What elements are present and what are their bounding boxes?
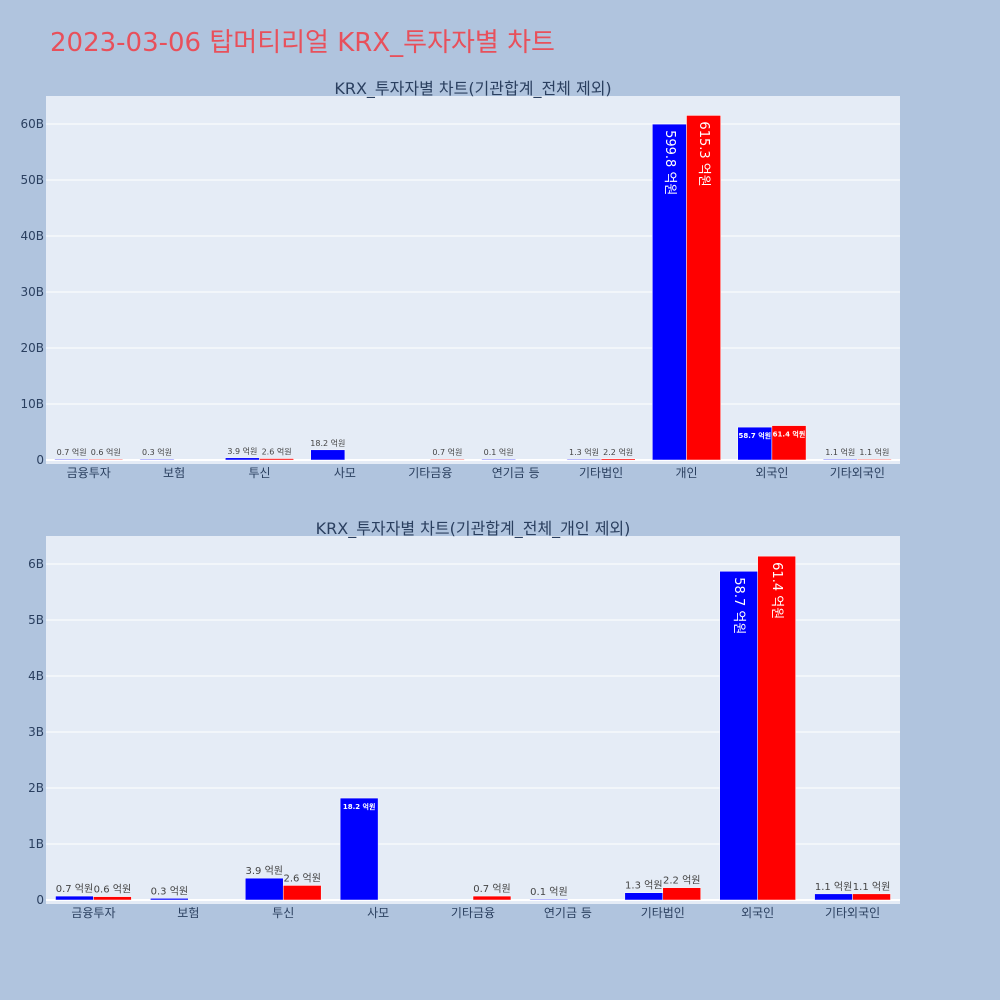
bar-value-label: 0.6 억원 <box>91 447 121 457</box>
bar-buy <box>652 123 687 461</box>
x-tick-label: 기타외국인 <box>830 466 885 480</box>
y-tick-label: 0 <box>36 893 44 907</box>
bar-value-label: 2.2 억원 <box>603 447 633 457</box>
bar-sell <box>662 887 701 901</box>
page-title: 2023-03-06 탑머티리얼 KRX_투자자별 차트 <box>50 28 555 58</box>
bar-value-label: 61.4 억원 <box>773 430 806 439</box>
x-tick-label: 사모 <box>367 906 389 920</box>
bar-sell <box>88 458 124 461</box>
bar-buy <box>310 449 346 461</box>
bar-sell <box>757 555 796 901</box>
bar-sell <box>472 895 512 901</box>
bar-buy <box>822 458 858 461</box>
bar-sell <box>600 458 636 461</box>
x-tick-label: 연기금 등 <box>544 906 592 920</box>
bar-value-label: 0.3 억원 <box>142 447 172 457</box>
bar-value-label: 0.7 억원 <box>57 447 87 457</box>
x-tick-label: 기타법인 <box>579 466 623 480</box>
x-tick-label: 투신 <box>248 466 270 480</box>
x-tick-label: 투신 <box>272 906 294 920</box>
bar-buy <box>339 797 379 901</box>
bar-sell <box>282 885 322 901</box>
y-tick-label: 2B <box>28 781 44 795</box>
bar-buy <box>737 426 773 461</box>
bar-value-label: 18.2 억원 <box>343 802 376 811</box>
bar-sell <box>771 425 807 461</box>
bar-value-label: 1.3 억원 <box>569 447 599 457</box>
y-tick-label: 5B <box>28 613 44 627</box>
bar-value-label: 599.8 억원 <box>662 130 677 195</box>
bar-buy <box>719 571 758 901</box>
bar-buy <box>624 892 664 901</box>
x-tick-label: 개인 <box>675 466 697 480</box>
x-tick-label: 기타법인 <box>641 906 685 920</box>
bar-buy <box>529 898 569 901</box>
bar-value-label: 2.2 억원 <box>663 875 700 887</box>
bar-sell <box>93 896 132 901</box>
bar-buy <box>54 458 89 461</box>
x-tick-label: 보험 <box>177 906 199 920</box>
bar-buy <box>814 893 853 901</box>
bar-buy <box>55 895 94 901</box>
bar-value-label: 0.3 억원 <box>151 885 188 897</box>
bar-value-label: 2.6 억원 <box>262 447 292 457</box>
bar-value-label: 0.6 억원 <box>94 884 131 896</box>
x-tick-label: 사모 <box>334 466 356 480</box>
bar-value-label: 0.7 억원 <box>56 883 93 895</box>
x-tick-label: 연기금 등 <box>492 466 540 480</box>
y-tick-label: 50B <box>20 173 44 187</box>
bar-sell <box>430 458 465 461</box>
bar-buy <box>566 458 602 461</box>
x-tick-label: 금융투자 <box>67 466 111 480</box>
bar-value-label: 58.7 억원 <box>731 577 746 634</box>
bar-value-label: 3.9 억원 <box>227 446 257 456</box>
y-tick-label: 0 <box>36 453 44 467</box>
y-tick-label: 30B <box>20 285 44 299</box>
bar-value-label: 0.1 억원 <box>484 447 514 457</box>
bar-buy <box>245 877 284 901</box>
bar-value-label: 1.1 억원 <box>853 881 890 893</box>
y-tick-label: 1B <box>28 837 44 851</box>
bar-sell <box>857 458 892 461</box>
bar-buy <box>150 898 189 901</box>
plot-area <box>46 96 900 464</box>
y-tick-label: 10B <box>20 397 44 411</box>
chart-title: KRX_투자자별 차트(기관합계_전체_개인 제외) <box>316 519 631 539</box>
x-tick-label: 금융투자 <box>71 906 115 920</box>
y-tick-label: 20B <box>20 341 44 355</box>
y-tick-label: 4B <box>28 669 44 683</box>
bar-sell <box>686 115 721 461</box>
y-tick-label: 60B <box>20 117 44 131</box>
bar-value-label: 58.7 억원 <box>739 431 772 440</box>
bar-value-label: 61.4 억원 <box>769 562 784 619</box>
bar-buy <box>139 458 175 461</box>
bar-value-label: 0.7 억원 <box>432 447 462 457</box>
bar-value-label: 2.6 억원 <box>283 872 320 884</box>
x-tick-label: 보험 <box>163 466 185 480</box>
bar-value-label: 1.3 억원 <box>625 880 662 892</box>
bar-value-label: 1.1 억원 <box>859 447 889 457</box>
x-tick-label: 외국인 <box>741 906 774 920</box>
bar-sell <box>259 458 294 461</box>
bar-value-label: 1.1 억원 <box>815 881 852 893</box>
y-tick-label: 6B <box>28 557 44 571</box>
bar-value-label: 615.3 억원 <box>696 121 711 186</box>
chart-title: KRX_투자자별 차트(기관합계_전체 제외) <box>334 79 611 99</box>
bar-value-label: 3.9 억원 <box>246 865 283 877</box>
bar-buy <box>481 458 516 461</box>
bar-value-label: 18.2 억원 <box>310 438 345 448</box>
x-tick-label: 기타외국인 <box>825 906 880 920</box>
x-tick-label: 기타금융 <box>451 906 495 920</box>
y-tick-label: 40B <box>20 229 44 243</box>
chart-top: 0 10B 20B 30B 40B 50B 60B KRX_투자자별 차트(기관합계_전체 제… <box>20 79 900 480</box>
bar-buy <box>225 457 260 461</box>
y-tick-label: 3B <box>28 725 44 739</box>
bar-value-label: 0.7 억원 <box>473 883 510 895</box>
bar-value-label: 1.1 억원 <box>825 447 855 457</box>
chart-bottom: 0 1B 2B 3B 4B 5B 6B KRX_투자자별 차트(기관합계_전체_개인 제외) 금… <box>28 519 900 920</box>
bar-sell <box>852 893 891 901</box>
bar-value-label: 0.1 억원 <box>530 886 567 898</box>
x-tick-label: 외국인 <box>755 466 788 480</box>
x-tick-label: 기타금융 <box>408 466 452 480</box>
